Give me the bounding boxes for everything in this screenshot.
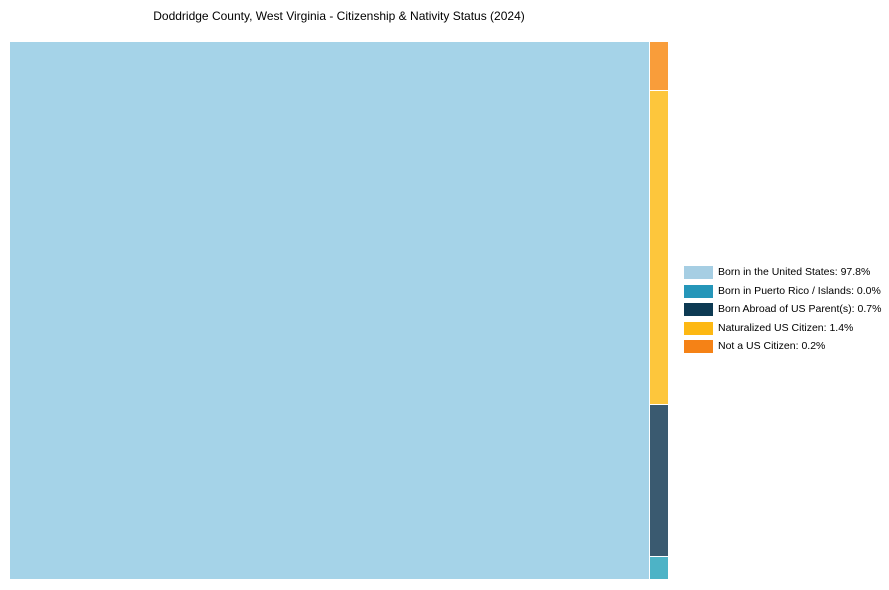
legend-swatch-born-abroad-us-parents — [684, 303, 713, 316]
legend-label-born-abroad-us-parents: Born Abroad of US Parent(s): 0.7% — [718, 303, 882, 315]
legend-swatch-not-a-us-citizen — [684, 340, 713, 353]
legend-item-born-abroad-us-parents: Born Abroad of US Parent(s): 0.7% — [684, 303, 881, 316]
legend: Born in the United States: 97.8% Born in… — [684, 266, 881, 359]
treemap-tile-not-a-us-citizen — [650, 42, 668, 90]
treemap-tile-born-abroad-us-parents — [650, 405, 668, 556]
chart-title: Doddridge County, West Virginia - Citize… — [153, 9, 525, 23]
legend-swatch-born-in-puerto-rico — [684, 284, 713, 298]
treemap-tile-naturalized-us-citizen — [650, 91, 668, 404]
treemap-tile-born-in-us — [10, 42, 649, 579]
legend-item-naturalized-us-citizen: Naturalized US Citizen: 1.4% — [684, 321, 881, 335]
legend-item-not-a-us-citizen: Not a US Citizen: 0.2% — [684, 340, 881, 353]
legend-label-naturalized-us-citizen: Naturalized US Citizen: 1.4% — [718, 321, 854, 334]
legend-swatch-born-in-us — [684, 266, 713, 279]
legend-label-not-a-us-citizen: Not a US Citizen: 0.2% — [718, 340, 826, 352]
legend-swatch-naturalized-us-citizen — [684, 321, 713, 335]
legend-label-born-in-us: Born in the United States: 97.8% — [718, 266, 871, 278]
legend-item-born-in-puerto-rico: Born in Puerto Rico / Islands: 0.0% — [684, 284, 881, 298]
legend-label-born-in-puerto-rico: Born in Puerto Rico / Islands: 0.0% — [718, 284, 881, 297]
treemap-tile-born-in-puerto-rico — [650, 557, 668, 579]
legend-item-born-in-us: Born in the United States: 97.8% — [684, 266, 881, 279]
